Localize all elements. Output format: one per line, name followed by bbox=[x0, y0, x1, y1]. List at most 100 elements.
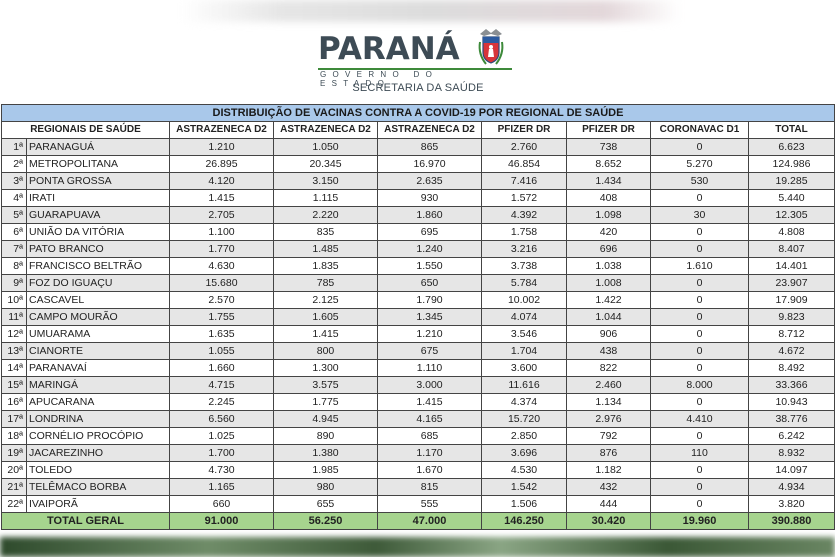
column-header-coronavac: CORONAVAC D1 bbox=[650, 121, 749, 139]
dose-count-cell: 1.422 bbox=[566, 291, 651, 309]
dose-count-cell: 4.715 bbox=[169, 376, 274, 394]
table-row: 2ª METROPOLITANA 26.895 20.345 16.970 46.854 8… bbox=[1, 155, 835, 173]
regional-name: FRANCISCO BELTRÃO bbox=[26, 257, 170, 275]
dose-count-cell: 0 bbox=[650, 223, 749, 241]
dose-count-cell: 0 bbox=[650, 189, 749, 207]
column-header-astrazeneca-2: ASTRAZENECA D2 bbox=[273, 121, 378, 139]
dose-count-cell: 660 bbox=[169, 495, 274, 513]
regional-name: PARANAVAÍ bbox=[26, 359, 170, 377]
dose-count-cell: 438 bbox=[566, 342, 651, 360]
dose-count-cell: 1.660 bbox=[169, 359, 274, 377]
column-header-row: REGIONAIS DE SAÚDE ASTRAZENECA D2 ASTRAZ… bbox=[1, 121, 835, 139]
coat-of-arms-icon bbox=[478, 29, 504, 65]
column-header-pfizer-1: PFIZER DR bbox=[481, 121, 567, 139]
dose-count-cell: 530 bbox=[650, 172, 749, 190]
table-row: 8ª FRANCISCO BELTRÃO 4.630 1.835 1.550 3.738 1… bbox=[1, 257, 835, 275]
dose-count-cell: 0 bbox=[650, 495, 749, 513]
dose-count-cell: 0 bbox=[650, 359, 749, 377]
column-header-regional: REGIONAIS DE SAÚDE bbox=[1, 121, 170, 139]
dose-count-cell: 8.652 bbox=[566, 155, 651, 173]
table-row: 15ª MARINGÁ 4.715 3.575 3.000 11.616 2.460 8.00… bbox=[1, 376, 835, 394]
dose-count-cell: 5.440 bbox=[747, 189, 835, 207]
dose-count-cell: 785 bbox=[273, 274, 378, 292]
table-row: 14ª PARANAVAÍ 1.660 1.300 1.110 3.600 822 0 8.49… bbox=[1, 359, 835, 377]
regional-name: TELÊMACO BORBA bbox=[26, 478, 170, 496]
dose-count-cell: 876 bbox=[566, 444, 651, 462]
table-row: 19ª JACAREZINHO 1.700 1.380 1.170 3.696 876 110… bbox=[1, 444, 835, 462]
regional-rank: 8ª bbox=[1, 257, 27, 275]
dose-count-cell: 408 bbox=[566, 189, 651, 207]
regional-name: GUARAPUAVA bbox=[26, 206, 170, 224]
regional-name: APUCARANA bbox=[26, 393, 170, 411]
dose-count-cell: 46.854 bbox=[481, 155, 567, 173]
table-row: 18ª CORNÉLIO PROCÓPIO 1.025 890 685 2.850 792 0… bbox=[1, 427, 835, 445]
bottom-blurred-background bbox=[0, 537, 835, 557]
dose-count-cell: 5.270 bbox=[650, 155, 749, 173]
regional-rank: 13ª bbox=[1, 342, 27, 360]
dose-count-cell: 444 bbox=[566, 495, 651, 513]
dose-count-cell: 4.392 bbox=[481, 206, 567, 224]
dose-count-cell: 555 bbox=[377, 495, 482, 513]
dose-count-cell: 1.860 bbox=[377, 206, 482, 224]
dose-count-cell: 10.002 bbox=[481, 291, 567, 309]
regional-rank: 18ª bbox=[1, 427, 27, 445]
dose-count-cell: 3.216 bbox=[481, 240, 567, 258]
table-title: DISTRIBUIÇÃO DE VACINAS CONTRA A COVID-1… bbox=[0, 104, 835, 122]
regional-name: CASCAVEL bbox=[26, 291, 170, 309]
dose-count-cell: 1.008 bbox=[566, 274, 651, 292]
dose-count-cell: 1.485 bbox=[273, 240, 378, 258]
dose-count-cell: 420 bbox=[566, 223, 651, 241]
dose-count-cell: 2.245 bbox=[169, 393, 274, 411]
brand-subtitle: GOVERNO DO ESTADO bbox=[320, 70, 439, 88]
regional-name: JACAREZINHO bbox=[26, 444, 170, 462]
dose-count-cell: 738 bbox=[566, 138, 651, 156]
dose-count-cell: 4.672 bbox=[747, 342, 835, 360]
dose-count-cell: 4.945 bbox=[273, 410, 378, 428]
regional-rank: 9ª bbox=[1, 274, 27, 292]
total-value: 91.000 bbox=[169, 512, 274, 530]
dose-count-cell: 1.115 bbox=[273, 189, 378, 207]
dose-count-cell: 1.170 bbox=[377, 444, 482, 462]
dose-count-cell: 3.820 bbox=[747, 495, 835, 513]
dose-count-cell: 1.985 bbox=[273, 461, 378, 479]
dose-count-cell: 2.976 bbox=[566, 410, 651, 428]
dose-count-cell: 1.415 bbox=[377, 393, 482, 411]
dose-count-cell: 8.932 bbox=[747, 444, 835, 462]
dose-count-cell: 1.210 bbox=[169, 138, 274, 156]
dose-count-cell: 1.050 bbox=[273, 138, 378, 156]
dose-count-cell: 9.823 bbox=[747, 308, 835, 326]
dose-count-cell: 1.704 bbox=[481, 342, 567, 360]
table-row: 11ª CAMPO MOURÃO 1.755 1.605 1.345 4.074 1.044… bbox=[1, 308, 835, 326]
dose-count-cell: 20.345 bbox=[273, 155, 378, 173]
dose-count-cell: 0 bbox=[650, 240, 749, 258]
dose-count-cell: 1.415 bbox=[273, 325, 378, 343]
dose-count-cell: 432 bbox=[566, 478, 651, 496]
dose-count-cell: 1.506 bbox=[481, 495, 567, 513]
dose-count-cell: 4.410 bbox=[650, 410, 749, 428]
dose-count-cell: 4.074 bbox=[481, 308, 567, 326]
dose-count-cell: 8.000 bbox=[650, 376, 749, 394]
dose-count-cell: 1.550 bbox=[377, 257, 482, 275]
regional-name: IRATI bbox=[26, 189, 170, 207]
dose-count-cell: 16.970 bbox=[377, 155, 482, 173]
dose-count-cell: 695 bbox=[377, 223, 482, 241]
dose-count-cell: 1.770 bbox=[169, 240, 274, 258]
dose-count-cell: 1.210 bbox=[377, 325, 482, 343]
dose-count-cell: 4.374 bbox=[481, 393, 567, 411]
dose-count-cell: 930 bbox=[377, 189, 482, 207]
dose-count-cell: 6.623 bbox=[747, 138, 835, 156]
table-row: 12ª UMUARAMA 1.635 1.415 1.210 3.546 906 0 8.712 bbox=[1, 325, 835, 343]
dose-count-cell: 2.760 bbox=[481, 138, 567, 156]
regional-name: TOLEDO bbox=[26, 461, 170, 479]
dose-count-cell: 980 bbox=[273, 478, 378, 496]
regional-rank: 11ª bbox=[1, 308, 27, 326]
brand-name: PARANÁ bbox=[318, 31, 460, 67]
dose-count-cell: 30 bbox=[650, 206, 749, 224]
total-row: TOTAL GERAL 91.000 56.250 47.000 146.250… bbox=[1, 512, 835, 530]
table-row: 13ª CIANORTE 1.055 800 675 1.704 438 0 4.672 bbox=[1, 342, 835, 360]
dose-count-cell: 1.790 bbox=[377, 291, 482, 309]
regional-name: UMUARAMA bbox=[26, 325, 170, 343]
dose-count-cell: 865 bbox=[377, 138, 482, 156]
dose-count-cell: 1.240 bbox=[377, 240, 482, 258]
dose-count-cell: 3.000 bbox=[377, 376, 482, 394]
